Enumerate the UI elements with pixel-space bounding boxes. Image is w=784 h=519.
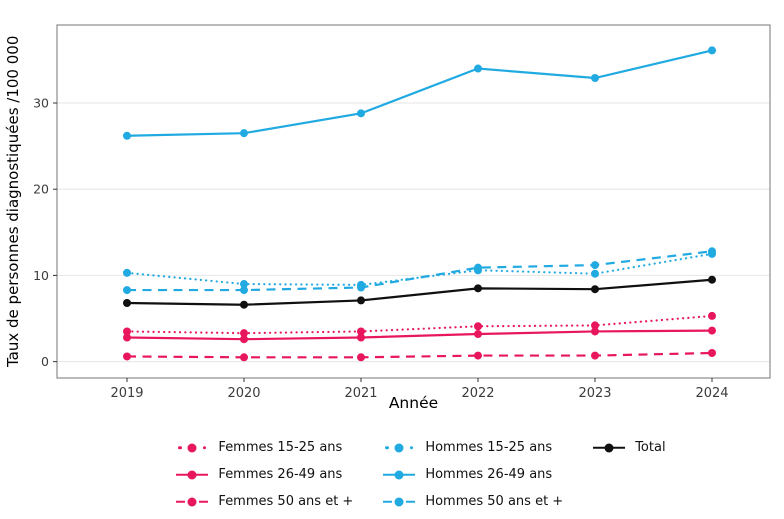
legend-marker-solid-icon: [176, 468, 209, 481]
series-line: [126, 278, 713, 306]
data-point: [357, 333, 365, 342]
series-line: [126, 49, 713, 137]
legend-marker-dotted-icon: [383, 441, 415, 454]
data-point: [357, 109, 365, 118]
legend-item: Hommes 15-25 ans: [383, 439, 563, 456]
data-point: [474, 322, 482, 331]
plot-border: [56, 24, 771, 379]
y-tick-label: 10: [33, 268, 49, 283]
data-point: [474, 64, 482, 73]
data-point: [591, 327, 599, 336]
data-point: [591, 321, 599, 330]
legend-item: Femmes 15-25 ans: [176, 439, 353, 456]
data-point: [357, 283, 365, 292]
series-line: [125, 252, 714, 287]
x-axis-title: Année: [388, 394, 439, 412]
series-line: [125, 314, 714, 335]
y-tick-label: 30: [33, 96, 49, 111]
data-point: [474, 263, 482, 272]
legend-label: Total: [635, 440, 666, 455]
legend-column: Total: [593, 439, 666, 466]
chart-canvas: 0 10 20 30 2019 2020 2021 2022 2023 2024: [33, 24, 771, 401]
series-line: [126, 351, 713, 359]
x-tick-label: 2020: [227, 386, 260, 401]
data-point: [708, 349, 716, 358]
legend-item: Femmes 50 ans et +: [176, 493, 353, 510]
data-point: [708, 311, 716, 320]
data-point: [123, 299, 131, 308]
data-point: [474, 351, 482, 360]
data-point: [474, 284, 482, 293]
y-tick-label: 20: [33, 182, 49, 197]
legend-marker-dotted-icon: [176, 441, 208, 454]
data-point: [240, 353, 248, 362]
data-point: [591, 74, 599, 83]
data-point: [474, 330, 482, 339]
legend-marker-solid-icon: [383, 468, 416, 481]
y-axis-title: Taux de personnes diagnostiquées /100 00…: [4, 35, 22, 368]
x-tick-label: 2019: [110, 386, 143, 401]
data-point: [708, 326, 716, 335]
data-point: [240, 129, 248, 138]
series-line: [127, 250, 713, 292]
legend-label: Hommes 26-49 ans: [425, 467, 553, 482]
legend-item: Hommes 50 ans et +: [383, 493, 563, 510]
x-tick-label: 2021: [344, 386, 377, 401]
data-point: [123, 131, 131, 140]
legend-column: Hommes 15-25 ans Hommes 26-49 ans Hommes 5…: [383, 439, 563, 519]
chart-legend: Femmes 15-25 ans Femmes 26-49 ans Femmes 5…: [0, 439, 784, 519]
series-line: [126, 329, 713, 341]
legend-label: Femmes 15-25 ans: [218, 440, 343, 455]
x-tick-label: 2023: [578, 386, 611, 401]
legend-marker-dashed-icon: [383, 495, 416, 508]
data-point: [240, 280, 248, 289]
data-point: [591, 285, 599, 294]
legend-item: Hommes 26-49 ans: [383, 466, 563, 483]
y-tick-label: 0: [41, 354, 49, 369]
data-point: [591, 269, 599, 278]
legend-label: Femmes 50 ans et +: [218, 494, 354, 509]
data-point: [123, 352, 131, 361]
legend-column: Femmes 15-25 ans Femmes 26-49 ans Femmes 5…: [176, 439, 353, 519]
data-point: [357, 353, 365, 362]
data-point: [240, 300, 248, 309]
data-point: [123, 327, 131, 336]
data-point: [240, 286, 248, 295]
data-point: [123, 286, 131, 295]
data-point: [357, 327, 365, 336]
data-point: [240, 329, 248, 338]
data-point: [123, 268, 131, 277]
x-tick-label: 2022: [461, 386, 494, 401]
data-point: [708, 46, 716, 55]
data-point: [240, 335, 248, 344]
legend-item: Total: [593, 439, 666, 456]
data-point: [591, 261, 599, 270]
legend-marker-solid-icon: [593, 441, 626, 454]
legend-item: Femmes 26-49 ans: [176, 466, 353, 483]
legend-label: Hommes 15-25 ans: [425, 440, 553, 455]
legend-label: Femmes 26-49 ans: [218, 467, 343, 482]
data-point: [708, 247, 716, 256]
data-point: [591, 351, 599, 360]
legend-label: Hommes 50 ans et +: [425, 494, 564, 509]
x-tick-label: 2024: [695, 386, 728, 401]
data-point: [708, 275, 716, 284]
legend-marker-dashed-icon: [176, 495, 209, 508]
data-point: [123, 333, 131, 342]
data-point: [357, 296, 365, 305]
